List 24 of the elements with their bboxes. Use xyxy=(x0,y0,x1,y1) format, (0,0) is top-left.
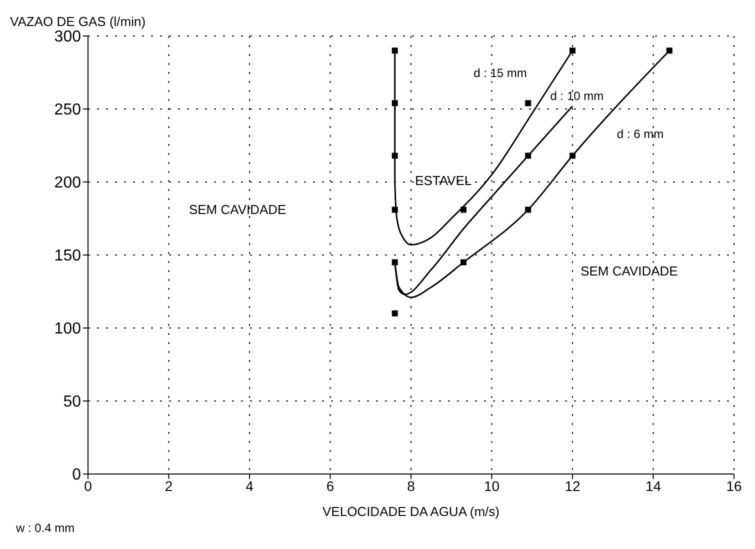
x-tick-label: 0 xyxy=(84,478,92,494)
y-tick-label: 300 xyxy=(54,28,82,46)
x-tick-label: 10 xyxy=(484,478,500,494)
series-label: d : 10 mm xyxy=(550,89,604,104)
x-tick-label: 6 xyxy=(326,478,334,494)
series-label: d : 6 mm xyxy=(616,127,664,142)
y-tick-label: 250 xyxy=(54,102,82,119)
x-tick-label: 12 xyxy=(564,478,580,494)
x-tick-label: 8 xyxy=(407,478,416,494)
annotation: ESTAVEL xyxy=(415,172,472,188)
x-tick-label: 4 xyxy=(246,478,254,494)
y-tick-label: 200 xyxy=(54,174,82,192)
x-tick-label: 2 xyxy=(164,478,173,494)
annotation: SEM CAVIDADE xyxy=(580,263,678,278)
x-axis-title: VELOCIDADE DA AGUA (m/s) xyxy=(322,504,500,519)
x-tick-label: 14 xyxy=(645,478,662,494)
y-tick-label: 150 xyxy=(54,248,82,265)
annotation: SEM CAVIDADE xyxy=(188,202,287,218)
x-tick-label: 16 xyxy=(726,478,742,494)
y-axis-title: VAZAO DE GAS (l/min) xyxy=(10,14,146,29)
series-label: d : 15 mm xyxy=(474,66,527,80)
y-tick-label: 100 xyxy=(54,320,82,338)
y-tick-label: 50 xyxy=(63,394,82,411)
text: w : 0.4 mm xyxy=(15,521,75,535)
